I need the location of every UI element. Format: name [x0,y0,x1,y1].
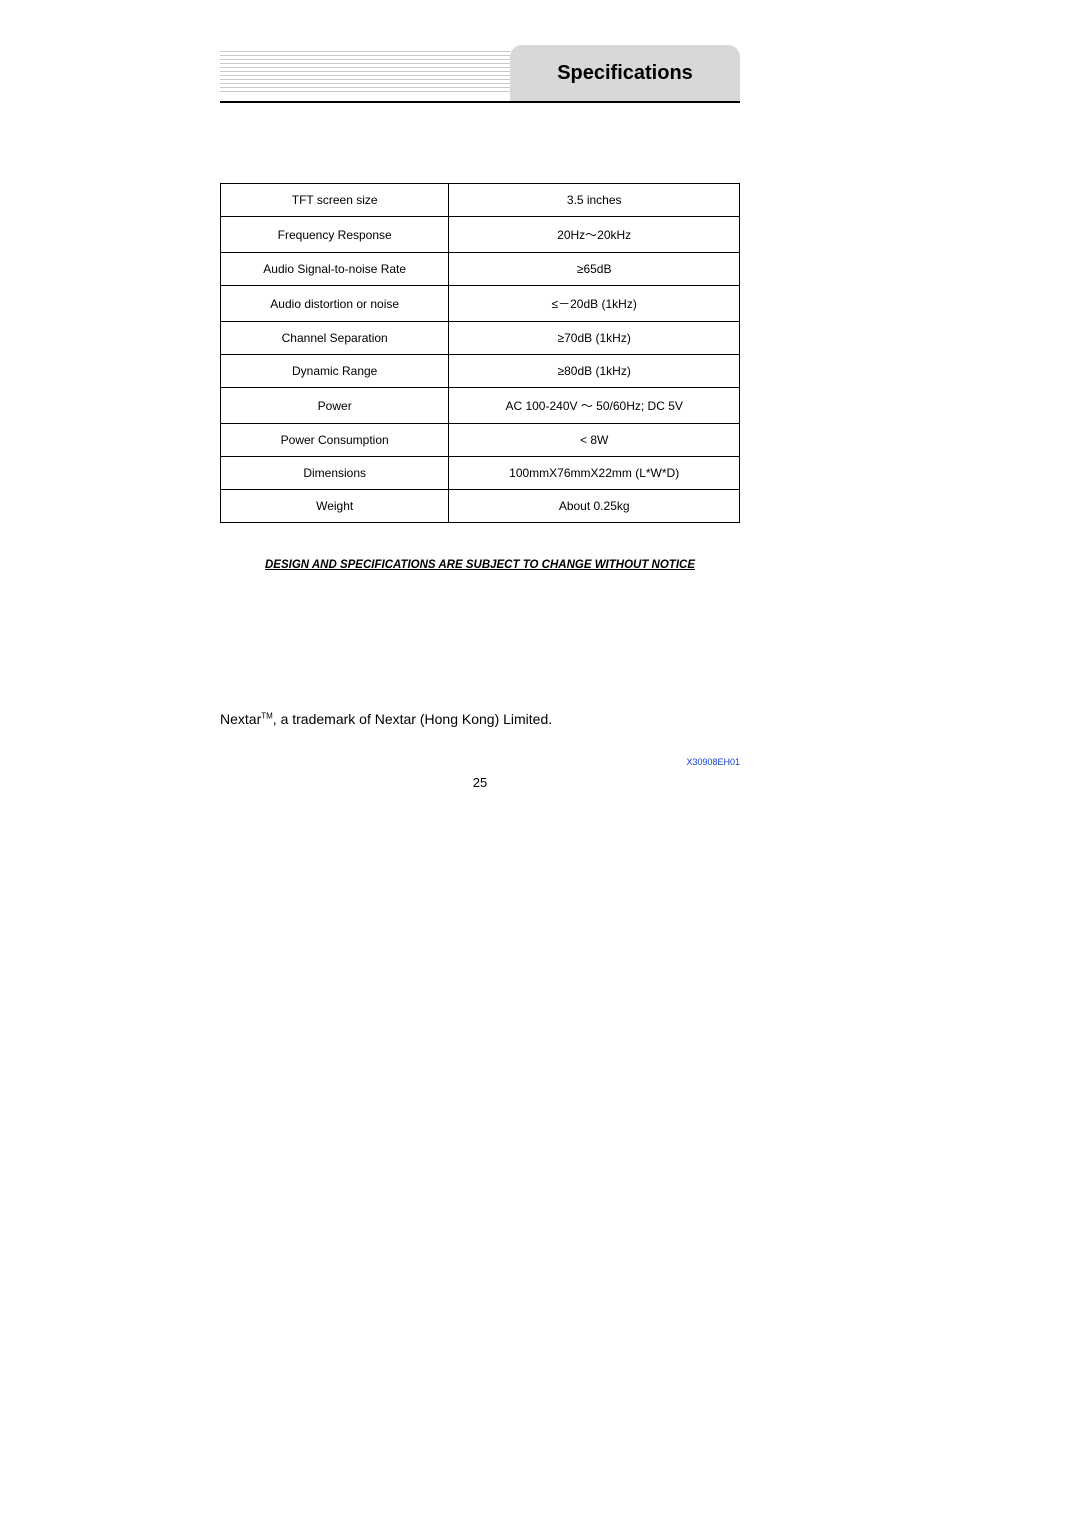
spec-name: Power [221,388,449,424]
table-row: Audio distortion or noise≤－20dB (1kHz) [221,286,740,322]
table-row: Dimensions100mmX76mmX22mm (L*W*D) [221,457,740,490]
table-row: TFT screen size3.5 inches [221,184,740,217]
page-title-tab: Specifications [510,45,740,101]
trademark-text: , a trademark of Nextar (Hong Kong) Limi… [273,711,552,727]
table-row: WeightAbout 0.25kg [221,490,740,523]
spec-value: ≥65dB [449,253,740,286]
spec-name: Power Consumption [221,424,449,457]
brand-name: Nextar [220,711,261,727]
spec-name: Channel Separation [221,322,449,355]
header-decoration-lines [220,45,510,101]
document-code: X30908EH01 [686,757,740,767]
spec-value: 3.5 inches [449,184,740,217]
page-title: Specifications [557,62,693,85]
page-number: 25 [220,775,740,790]
table-row: PowerAC 100-240V ～ 50/60Hz; DC 5V [221,388,740,424]
specifications-table: TFT screen size3.5 inches Frequency Resp… [220,183,740,523]
spec-name: Dynamic Range [221,355,449,388]
spec-name: Frequency Response [221,217,449,253]
table-row: Dynamic Range≥80dB (1kHz) [221,355,740,388]
spec-name: Audio distortion or noise [221,286,449,322]
spec-name: TFT screen size [221,184,449,217]
spec-name: Dimensions [221,457,449,490]
spec-value: About 0.25kg [449,490,740,523]
document-page: Specifications TFT screen size3.5 inches… [220,45,740,727]
tm-mark: TM [261,711,273,720]
spec-value: < 8W [449,424,740,457]
spec-value: ≤－20dB (1kHz) [449,286,740,322]
spec-value: ≥80dB (1kHz) [449,355,740,388]
spec-value: 100mmX76mmX22mm (L*W*D) [449,457,740,490]
table-row: Frequency Response20Hz～20kHz [221,217,740,253]
table-row: Channel Separation≥70dB (1kHz) [221,322,740,355]
change-notice: DESIGN AND SPECIFICATIONS ARE SUBJECT TO… [220,559,740,571]
spec-value: 20Hz～20kHz [449,217,740,253]
spec-value: AC 100-240V ～ 50/60Hz; DC 5V [449,388,740,424]
table-row: Audio Signal-to-noise Rate≥65dB [221,253,740,286]
spec-value: ≥70dB (1kHz) [449,322,740,355]
spec-name: Weight [221,490,449,523]
page-header: Specifications [220,45,740,103]
spec-name: Audio Signal-to-noise Rate [221,253,449,286]
table-row: Power Consumption< 8W [221,424,740,457]
trademark-line: NextarTM, a trademark of Nextar (Hong Ko… [220,711,740,727]
